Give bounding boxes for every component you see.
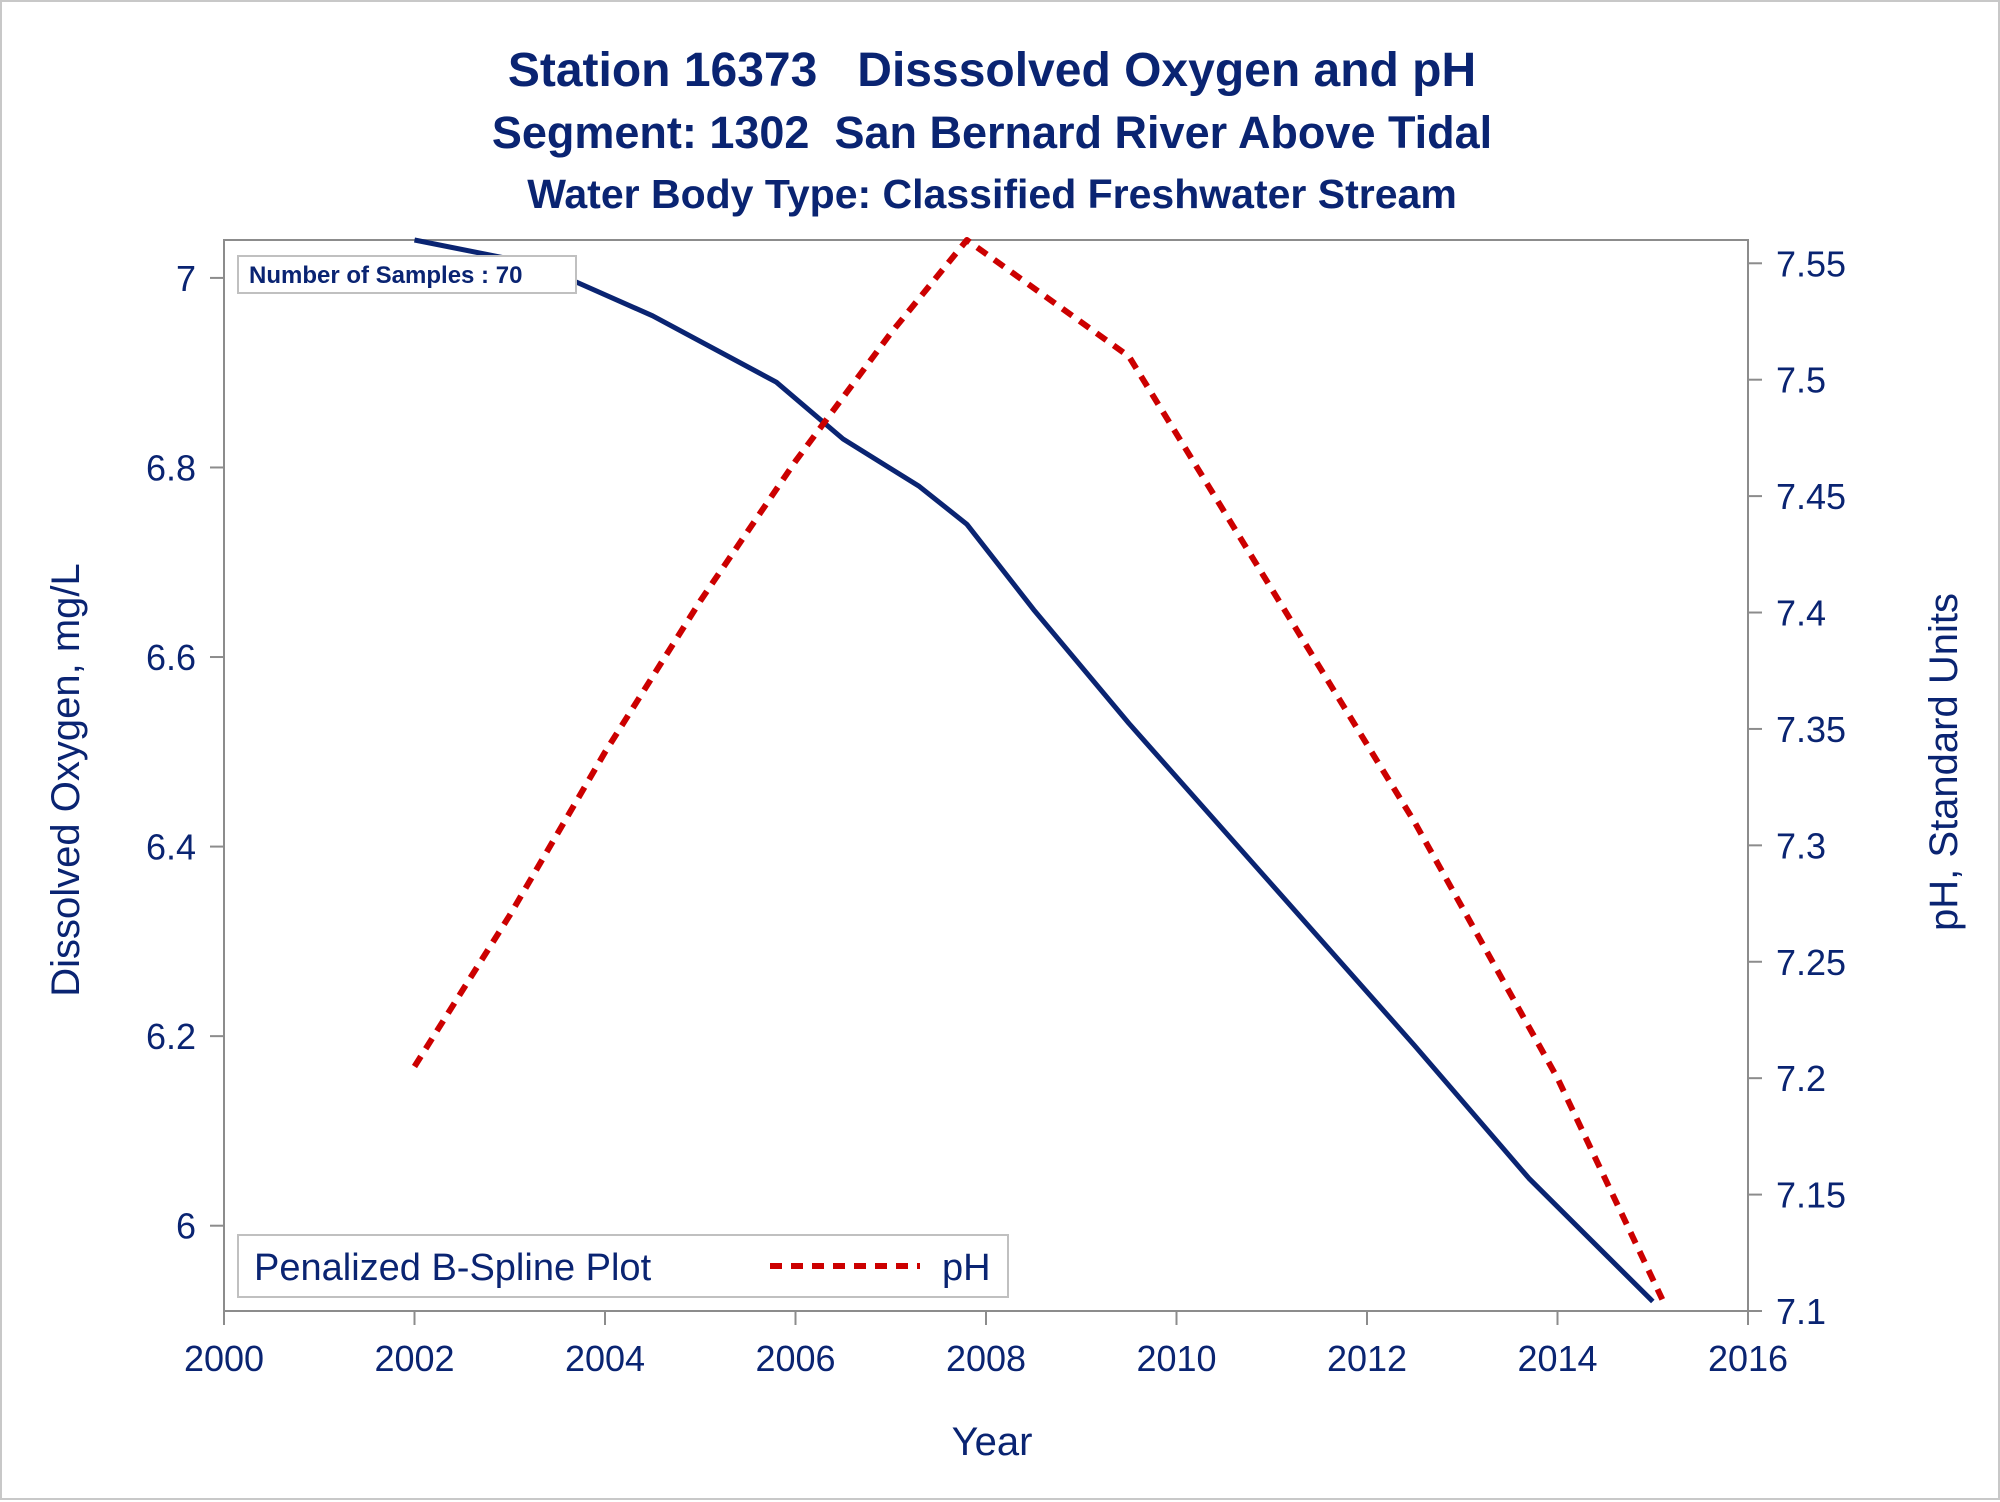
x-axis-label: Year	[952, 1420, 1033, 1464]
chart-subtitle: Segment: 1302 San Bernard River Above Ti…	[492, 107, 1492, 158]
y2-tick-label: 7.15	[1776, 1175, 1846, 1216]
y-tick-label: 6.2	[146, 1016, 196, 1057]
x-axis: 2000 2002 2004 2006 2008 2010 2012 2014 2016	[184, 1311, 1788, 1379]
x-tick-label: 2012	[1327, 1338, 1407, 1379]
x-tick-label: 2000	[184, 1338, 264, 1379]
y-axis-label: Dissolved Oxygen, mg/L	[44, 563, 88, 997]
y2-tick-label: 7.4	[1776, 593, 1826, 634]
legend-label-spline: Penalized B-Spline Plot	[254, 1247, 652, 1289]
legend-label-ph: pH	[942, 1247, 991, 1289]
sample-count-annotation: Number of Samples : 70	[249, 262, 522, 289]
dissolved-oxygen-series-line	[414, 237, 1655, 1304]
y-axis-left: 6 6.2 6.4 6.6 6.8 7	[146, 258, 224, 1247]
sample-count-box	[237, 255, 577, 294]
x-tick-label: 2006	[755, 1338, 835, 1379]
y2-tick-label: 7.35	[1776, 709, 1846, 750]
y-axis-right: 7.1 7.15 7.2 7.25 7.3 7.35 7.4 7.45 7.5 7.55	[1748, 243, 1846, 1332]
y-tick-label: 6	[176, 1206, 196, 1247]
plot-area	[223, 239, 1749, 1312]
y-tick-label: 7	[176, 258, 196, 299]
x-tick-label: 2014	[1517, 1338, 1597, 1379]
y-tick-label: 6.6	[146, 637, 196, 678]
x-tick-label: 2002	[374, 1338, 454, 1379]
x-tick-label: 2004	[565, 1338, 645, 1379]
y2-tick-label: 7.25	[1776, 942, 1846, 983]
y2-tick-label: 7.3	[1776, 825, 1826, 866]
y-tick-label: 6.8	[146, 447, 196, 488]
chart-subtitle-2: Water Body Type: Classified Freshwater S…	[527, 171, 1457, 217]
y2-tick-label: 7.55	[1776, 243, 1846, 284]
y-tick-label: 6.4	[146, 827, 196, 868]
y2-tick-label: 7.5	[1776, 360, 1826, 401]
y2-tick-label: 7.2	[1776, 1058, 1826, 1099]
y2-tick-label: 7.45	[1776, 476, 1846, 517]
ph-series-line	[411, 237, 1666, 1301]
y2-tick-label: 7.1	[1776, 1291, 1826, 1332]
y2-axis-label: pH, Standard Units	[1922, 593, 1966, 931]
x-tick-label: 2008	[946, 1338, 1026, 1379]
x-tick-label: 2016	[1708, 1338, 1788, 1379]
x-tick-label: 2010	[1136, 1338, 1216, 1379]
series-layer	[411, 237, 1666, 1304]
chart-title: Station 16373 Disssolved Oxygen and pH	[508, 44, 1476, 97]
